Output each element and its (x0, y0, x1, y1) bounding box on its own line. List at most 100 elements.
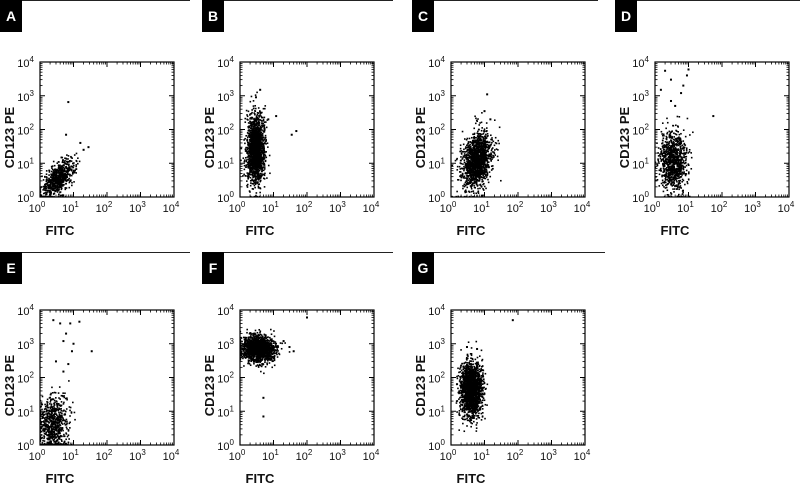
cluster-event (257, 112, 260, 114)
cluster-event (465, 180, 467, 182)
cluster-event (664, 180, 666, 183)
cluster-event (456, 190, 458, 193)
cluster-event (53, 171, 55, 173)
cluster-event (256, 152, 259, 155)
cluster-event (486, 161, 489, 164)
cluster-event (59, 178, 61, 181)
cluster-event (60, 172, 63, 175)
cluster-event (498, 142, 500, 145)
cluster-event (677, 185, 679, 188)
cluster-event (62, 184, 65, 186)
cluster-event (492, 154, 494, 157)
cluster-event (482, 176, 484, 179)
cluster-event (482, 174, 484, 177)
cluster-event (463, 138, 466, 140)
cluster-event (257, 158, 260, 161)
cluster-event (250, 151, 252, 153)
cluster-event (473, 132, 476, 135)
cluster-event (263, 107, 266, 110)
cluster-event (72, 169, 75, 172)
cluster-event (40, 194, 43, 196)
cluster-event (263, 186, 266, 188)
cluster-event (69, 169, 72, 171)
cluster-event (479, 133, 481, 135)
cluster-event (250, 158, 252, 160)
cluster-event (473, 137, 475, 140)
cluster-event (477, 158, 480, 161)
cluster-event (255, 180, 257, 183)
cluster-event (254, 177, 257, 180)
cluster-event (670, 192, 672, 194)
cluster-event (258, 136, 260, 138)
cluster-event (259, 114, 261, 116)
cluster-event (49, 180, 51, 183)
cluster-event (675, 129, 677, 132)
cluster-event (245, 146, 247, 149)
cluster-event (251, 178, 253, 181)
cluster-event (677, 149, 680, 151)
cluster-event (473, 181, 476, 183)
cluster-event (687, 152, 689, 154)
panel-letter: B (208, 8, 218, 24)
cluster-event (466, 177, 469, 180)
cluster-event (73, 181, 75, 183)
cluster-event (463, 153, 466, 155)
cluster-event (465, 191, 468, 193)
cluster-event (477, 150, 480, 152)
cluster-event (473, 163, 476, 166)
cluster-event (263, 166, 266, 168)
cluster-event (657, 152, 659, 154)
cluster-event (251, 156, 254, 158)
cluster-event (481, 172, 484, 175)
cluster-event (247, 126, 250, 129)
cluster-event (244, 148, 247, 151)
cluster-event (465, 165, 467, 167)
cluster-event (679, 161, 682, 164)
cluster-event (244, 142, 246, 145)
cluster-event (686, 117, 689, 120)
cluster-event (259, 135, 262, 138)
y-tick-label: 100 (428, 190, 445, 205)
cluster-event (254, 145, 256, 147)
cluster-event (678, 172, 681, 174)
cluster-event (492, 156, 494, 159)
cluster-event (468, 177, 471, 180)
cluster-event (473, 172, 476, 175)
y-tick-label: 101 (17, 156, 34, 171)
cluster-event (257, 145, 260, 148)
cluster-event (456, 157, 458, 160)
cluster-event (673, 132, 675, 135)
cluster-event (485, 122, 488, 124)
cluster-event (247, 141, 250, 144)
cluster-event (49, 190, 51, 192)
cluster-event (683, 171, 685, 173)
cluster-event (70, 160, 73, 162)
cluster-event (685, 169, 688, 172)
x-tick-label: 104 (778, 200, 795, 215)
cluster-event (67, 178, 70, 181)
cluster-event (485, 187, 487, 190)
cluster-event (666, 168, 669, 171)
cluster-event (464, 166, 466, 169)
cluster-event (255, 154, 258, 156)
cluster-event (487, 150, 489, 153)
cluster-event (468, 182, 471, 185)
cluster-event (260, 141, 262, 144)
cluster-event (482, 188, 484, 190)
cluster-event (256, 128, 259, 131)
cluster-event (257, 152, 259, 154)
cluster-event (258, 169, 261, 172)
cluster-event (58, 188, 60, 191)
cluster-event (66, 173, 69, 176)
cluster-event (52, 184, 54, 187)
cluster-event (667, 151, 669, 153)
cluster-event (674, 149, 676, 152)
panel-letter: A (6, 8, 16, 24)
cluster-event (259, 162, 261, 165)
cluster-event (664, 140, 667, 143)
cluster-event (674, 153, 677, 155)
cluster-event (255, 152, 258, 155)
cluster-event (257, 118, 260, 120)
cluster-event (670, 195, 673, 198)
cluster-event (657, 158, 659, 160)
